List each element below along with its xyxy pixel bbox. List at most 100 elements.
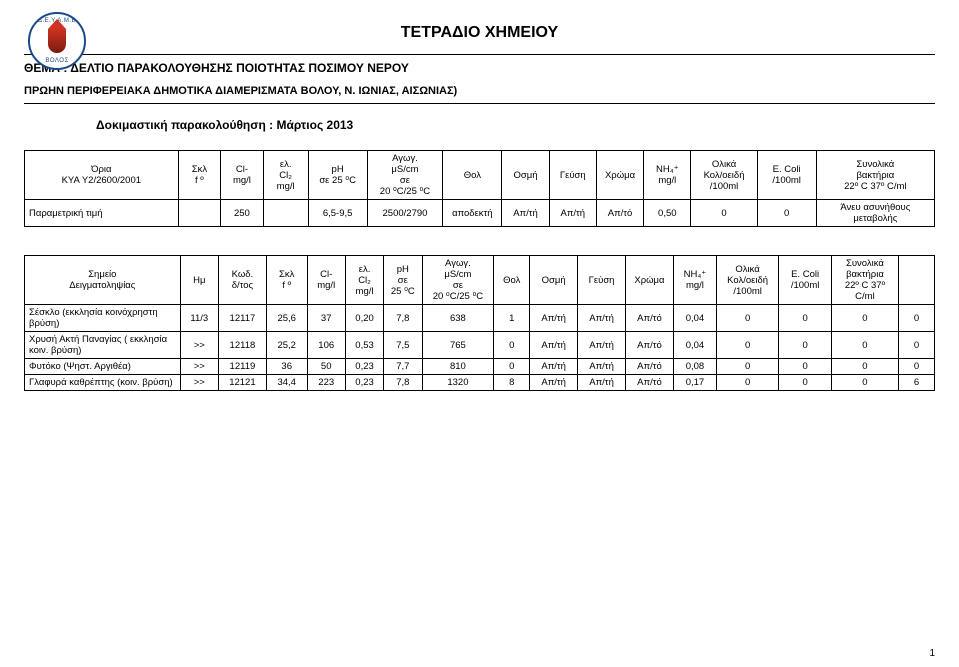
table-cell: 0	[898, 305, 934, 332]
table-cell: 0,04	[673, 332, 716, 359]
table-cell: 0	[779, 359, 832, 375]
table-cell: Απ/τό	[596, 200, 643, 227]
table-cell: 810	[422, 359, 494, 375]
table-cell: 36	[266, 359, 307, 375]
table-header-cell: ΌριαΚΥΑ Υ2/2600/2001	[25, 151, 179, 200]
logo-text-bottom: ΒΟΛΟΣ	[45, 58, 68, 64]
table-cell: >>	[180, 332, 218, 359]
table-cell: Απ/τή	[549, 200, 596, 227]
table-cell: 37	[307, 305, 345, 332]
table-cell: 0	[831, 305, 898, 332]
table-cell: Απ/τή	[578, 359, 626, 375]
table-header-cell: Σκλf º	[178, 151, 221, 200]
table-cell: Απ/τή	[530, 375, 578, 391]
table-cell: 8	[494, 375, 530, 391]
table-cell: 11/3	[180, 305, 218, 332]
table-cell: Απ/τή	[530, 332, 578, 359]
table-cell: 0	[831, 332, 898, 359]
table-row-label: Παραμετρική τιμή	[25, 200, 179, 227]
limits-table: ΌριαΚΥΑ Υ2/2600/2001Σκλf ºCl-mg/lελ.Cl₂m…	[24, 150, 935, 227]
table-cell: 0	[779, 305, 832, 332]
table-header-cell: E. Coli/100ml	[779, 256, 832, 305]
table-cell: 0,50	[644, 200, 691, 227]
logo-circle: Δ.Ε.Υ.Α.Μ.Β ΒΟΛΟΣ	[28, 12, 86, 70]
table-header-cell: Αγωγ.μS/cmσε20 ⁰C/25 ⁰C	[367, 151, 443, 200]
table-cell: 0,20	[345, 305, 383, 332]
table-header-cell: Συνολικάβακτήρια22º C 37º C/ml	[816, 151, 934, 200]
table-cell: 7,5	[384, 332, 422, 359]
table-cell: >>	[180, 375, 218, 391]
table-row-label: Χρυσή Ακτή Παναγίας ( εκκλησία κοιν. βρύ…	[25, 332, 181, 359]
table-cell: Απ/τή	[502, 200, 549, 227]
table-header-cell: NH₄⁺mg/l	[673, 256, 716, 305]
table-cell: 0	[691, 200, 757, 227]
table-cell: 223	[307, 375, 345, 391]
table-cell: 7,8	[384, 375, 422, 391]
table-cell: Απ/τή	[578, 375, 626, 391]
table-cell: 0	[717, 375, 779, 391]
page-title: ΤΕΤΡΑΔΙΟ ΧΗΜΕΙΟΥ	[24, 24, 935, 42]
table-header-cell: Χρώμα	[626, 256, 674, 305]
table-cell: 6,5-9,5	[308, 200, 367, 227]
table-cell: 0,04	[673, 305, 716, 332]
table-cell: Απ/τή	[530, 305, 578, 332]
table-header-cell: pHσε 25 ⁰C	[308, 151, 367, 200]
table-header-cell: Αγωγ.μS/cmσε20 ⁰C/25 ⁰C	[422, 256, 494, 305]
table-cell: Άνευ ασυνήθους μεταβολής	[816, 200, 934, 227]
table-cell	[178, 200, 221, 227]
table-cell: 0	[898, 359, 934, 375]
table-header-cell: Cl-mg/l	[221, 151, 264, 200]
table-cell: 0	[757, 200, 816, 227]
subject-value: ΔΕΛΤΙΟ ΠΑΡΑΚΟΛΟΥΘΗΣΗΣ ΠΟΙΟΤΗΤΑΣ ΠΟΣΙΜΟΥ …	[70, 61, 409, 75]
table-cell: 0	[494, 359, 530, 375]
table-cell: 0	[831, 375, 898, 391]
table-cell: 0	[779, 332, 832, 359]
table-header-cell: Σκλf º	[266, 256, 307, 305]
table-header-cell: ΟλικάΚολ/οειδή/100ml	[717, 256, 779, 305]
table-header-cell: Χρώμα	[596, 151, 643, 200]
table-header-cell: Οσμή	[502, 151, 549, 200]
table-cell: Απ/τό	[626, 375, 674, 391]
table-cell: 0,17	[673, 375, 716, 391]
table-cell: 25,6	[266, 305, 307, 332]
table-cell: 0,23	[345, 359, 383, 375]
table-header-cell: NH₄⁺mg/l	[644, 151, 691, 200]
table-row-label: Γλαφυρά καθρέπτης (κοιν. βρύση)	[25, 375, 181, 391]
table-cell: 0	[717, 305, 779, 332]
subject-line: ΘΕΜΑ : ΔΕΛΤΙΟ ΠΑΡΑΚΟΛΟΥΘΗΣΗΣ ΠΟΙΟΤΗΤΑΣ Π…	[24, 54, 935, 75]
table-cell: 0	[831, 359, 898, 375]
logo-drop-icon	[48, 29, 66, 53]
table-cell: 12118	[218, 332, 266, 359]
table-cell: 250	[221, 200, 264, 227]
table-cell: 7,8	[384, 305, 422, 332]
table-row-label: Φυτόκο (Ψηστ. Αργιθέα)	[25, 359, 181, 375]
sub-subject: ΠΡΩΗΝ ΠΕΡΙΦΕΡΕΙΑΚΑ ΔΗΜΟΤΙΚΑ ΔΙΑΜΕΡΙΣΜΑΤΑ…	[24, 85, 935, 104]
table-header-cell: Ημ	[180, 256, 218, 305]
table-header-cell: E. Coli/100ml	[757, 151, 816, 200]
table-cell: αποδεκτή	[443, 200, 502, 227]
table-cell: 50	[307, 359, 345, 375]
table-cell: 1320	[422, 375, 494, 391]
table-cell: Απ/τή	[578, 305, 626, 332]
page-root: Δ.Ε.Υ.Α.Μ.Β ΒΟΛΟΣ ΤΕΤΡΑΔΙΟ ΧΗΜΕΙΟΥ ΘΕΜΑ …	[0, 0, 959, 667]
table-cell: Απ/τό	[626, 332, 674, 359]
table-cell: 25,2	[266, 332, 307, 359]
table-cell: >>	[180, 359, 218, 375]
table-row-label: Σέσκλο (εκκλησία κοινόχρηστη βρύση)	[25, 305, 181, 332]
table-cell: Απ/τή	[578, 332, 626, 359]
table-cell: 2500/2790	[367, 200, 443, 227]
table-header-cell: Γεύση	[549, 151, 596, 200]
table-header-cell: Cl-mg/l	[307, 256, 345, 305]
table-header-cell: Κωδ.δ/τος	[218, 256, 266, 305]
table-cell: 34,4	[266, 375, 307, 391]
table-header-cell: ΣημείοΔειγματοληψίας	[25, 256, 181, 305]
table-cell: 7,7	[384, 359, 422, 375]
table-cell: Απ/τό	[626, 359, 674, 375]
table-header-cell: pHσε25 ⁰C	[384, 256, 422, 305]
table-cell	[263, 200, 308, 227]
table-cell: 12121	[218, 375, 266, 391]
table-header-cell: Συνολικάβακτήρια22º C 37ºC/ml	[831, 256, 898, 305]
table-header-cell: Γεύση	[578, 256, 626, 305]
table-cell: 6	[898, 375, 934, 391]
table-cell: 765	[422, 332, 494, 359]
